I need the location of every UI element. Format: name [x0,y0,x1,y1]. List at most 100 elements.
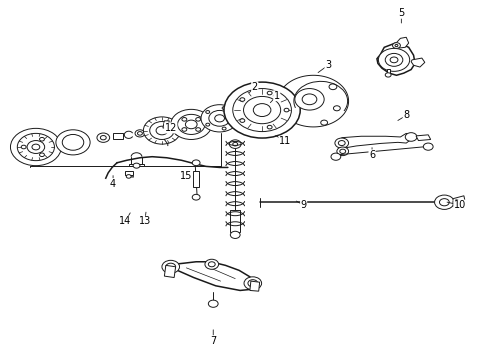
Circle shape [253,104,271,117]
Circle shape [208,300,218,307]
Circle shape [206,111,210,113]
Circle shape [392,42,400,48]
Circle shape [192,194,200,200]
Circle shape [135,130,145,137]
Circle shape [177,114,205,134]
Circle shape [21,145,26,149]
Polygon shape [453,196,465,205]
Circle shape [17,134,54,161]
Circle shape [267,91,272,95]
Circle shape [205,259,219,269]
Circle shape [233,89,292,132]
Text: 11: 11 [279,136,291,146]
Circle shape [385,73,391,77]
Circle shape [62,134,84,150]
Polygon shape [168,262,255,291]
Text: 15: 15 [180,171,193,181]
Circle shape [244,96,281,124]
Text: 12: 12 [165,123,177,133]
Circle shape [295,89,324,110]
Circle shape [156,126,168,135]
Polygon shape [211,122,217,127]
Circle shape [248,280,258,287]
Circle shape [182,128,187,131]
Circle shape [196,128,200,131]
Text: 7: 7 [210,336,217,346]
Text: 3: 3 [325,60,331,70]
Circle shape [378,48,410,71]
Circle shape [133,163,140,168]
Circle shape [215,115,224,122]
Circle shape [338,140,345,145]
Polygon shape [113,133,123,139]
Polygon shape [129,164,145,166]
Circle shape [321,120,328,125]
Circle shape [423,143,433,150]
Circle shape [206,123,210,126]
Circle shape [222,107,226,109]
Circle shape [32,144,40,150]
Circle shape [192,160,200,166]
Text: 2: 2 [252,82,258,92]
Polygon shape [395,37,409,48]
Circle shape [171,109,212,139]
Circle shape [201,105,238,132]
Circle shape [222,127,226,130]
Polygon shape [250,281,260,291]
Circle shape [224,82,300,138]
Text: 8: 8 [403,111,409,121]
Circle shape [40,153,45,157]
Text: 5: 5 [398,8,404,18]
Polygon shape [416,135,431,140]
Polygon shape [294,81,347,111]
Circle shape [185,120,197,129]
Circle shape [100,135,106,140]
Text: 9: 9 [300,200,307,210]
Circle shape [97,133,110,142]
Circle shape [390,57,398,63]
Polygon shape [230,211,240,232]
Circle shape [27,140,45,153]
Circle shape [162,260,179,273]
Circle shape [182,118,187,121]
Circle shape [331,153,341,160]
Circle shape [209,111,230,126]
Polygon shape [125,173,134,177]
Circle shape [150,122,174,139]
Polygon shape [453,199,465,209]
Circle shape [267,125,272,129]
Text: 4: 4 [110,179,116,189]
Circle shape [435,195,454,210]
Polygon shape [164,265,175,278]
Circle shape [385,53,403,66]
Circle shape [166,263,175,270]
Text: 6: 6 [369,150,375,160]
Circle shape [10,129,61,166]
Circle shape [340,149,345,153]
Polygon shape [193,171,199,187]
Circle shape [144,117,180,144]
Polygon shape [278,75,348,127]
Circle shape [233,142,238,146]
Polygon shape [377,43,415,75]
Circle shape [244,277,262,290]
Circle shape [56,130,90,155]
Polygon shape [387,69,390,74]
Polygon shape [411,58,425,67]
Circle shape [333,106,340,111]
Circle shape [196,118,200,121]
Circle shape [230,231,240,238]
Circle shape [440,199,449,206]
Polygon shape [163,121,169,128]
Text: 13: 13 [139,216,151,226]
Circle shape [240,119,245,122]
Text: 1: 1 [274,91,280,101]
Circle shape [337,147,348,156]
Circle shape [126,175,131,178]
Circle shape [405,133,417,141]
Circle shape [395,44,398,46]
Circle shape [40,138,45,141]
Circle shape [329,84,337,90]
Circle shape [335,138,348,148]
Circle shape [284,108,289,112]
